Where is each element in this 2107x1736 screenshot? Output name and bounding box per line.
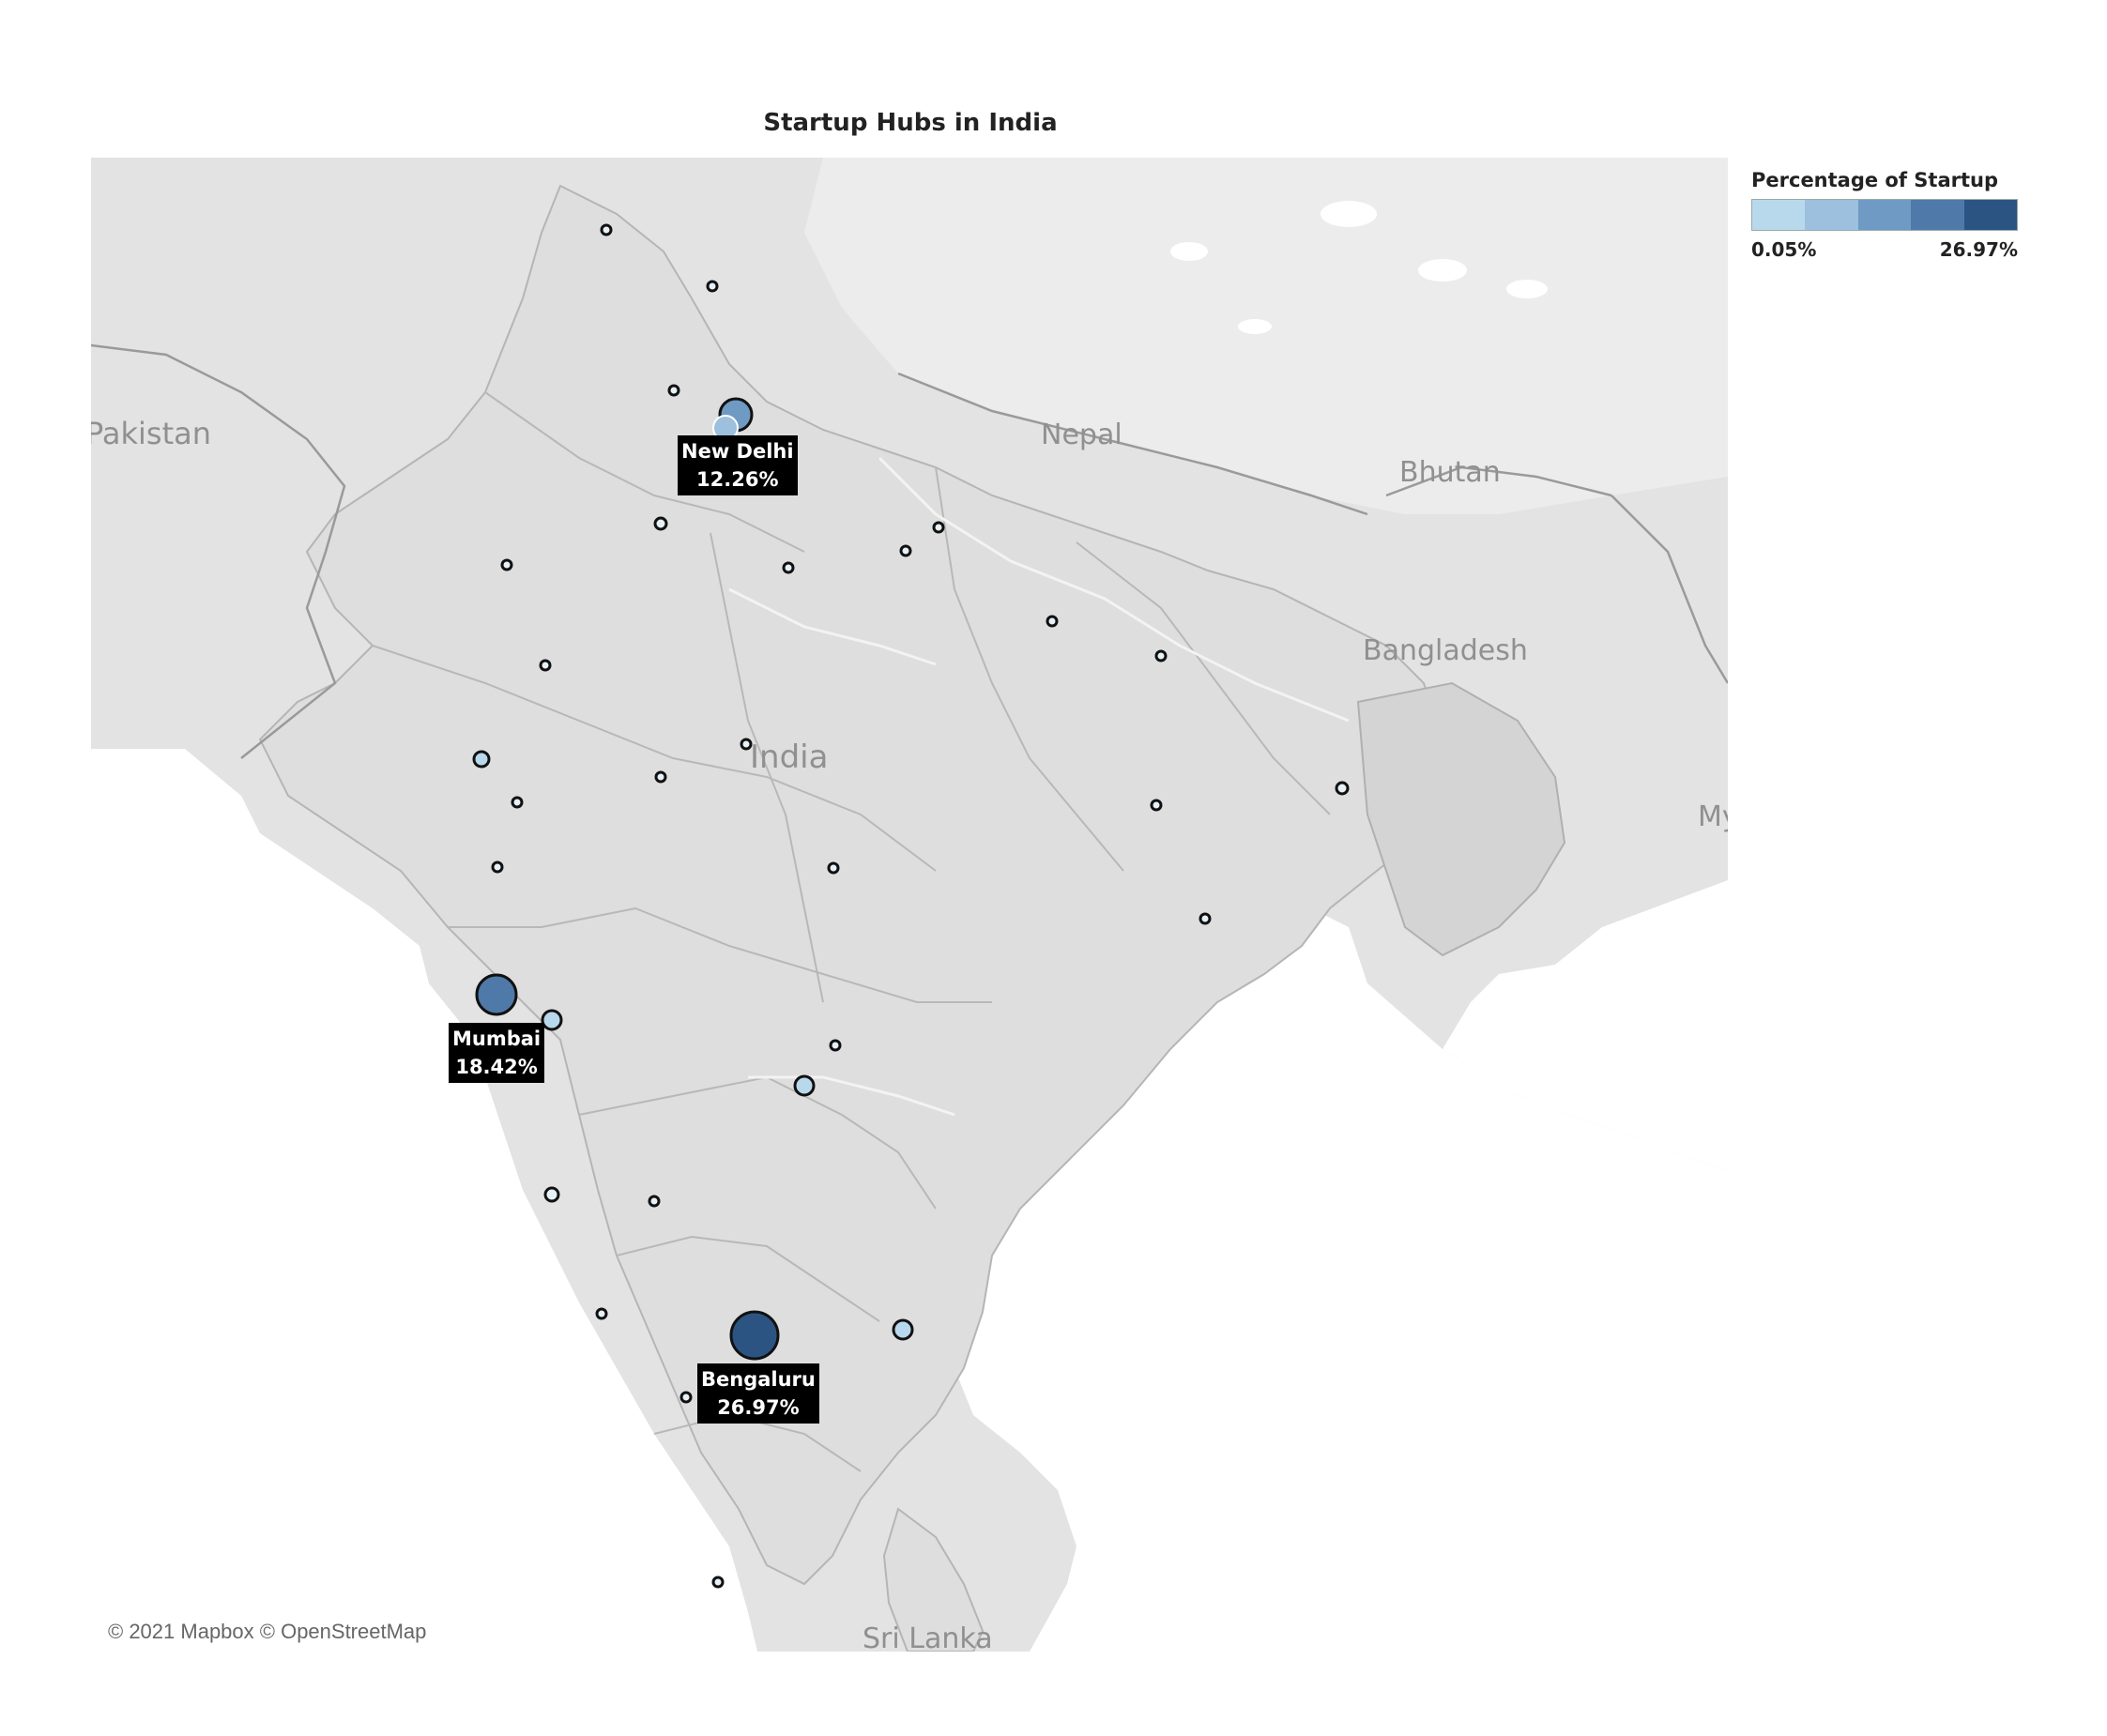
city-marker[interactable] bbox=[1150, 799, 1163, 812]
city-marker[interactable] bbox=[932, 521, 945, 534]
color-legend: Percentage of Startup 0.05% 26.97% bbox=[1751, 169, 2023, 261]
hub-value: 18.42% bbox=[455, 1056, 538, 1078]
chart-title: Startup Hubs in India bbox=[763, 109, 1058, 137]
legend-min-label: 0.05% bbox=[1751, 238, 1817, 261]
legend-swatch bbox=[1752, 200, 1806, 230]
country-borders bbox=[91, 343, 1728, 759]
rivers bbox=[728, 456, 1350, 1117]
city-marker[interactable] bbox=[667, 384, 680, 397]
hub-city: Mumbai bbox=[452, 1028, 542, 1050]
sea-east-2 bbox=[1443, 880, 1728, 1171]
city-markers[interactable] bbox=[491, 223, 1350, 1589]
sri-lanka-landmass bbox=[882, 1507, 985, 1652]
city-marker[interactable] bbox=[740, 738, 753, 751]
city-marker[interactable] bbox=[600, 223, 613, 236]
city-marker[interactable] bbox=[1335, 781, 1350, 796]
country-label-bhutan: Bhutan bbox=[1399, 456, 1501, 489]
city-marker[interactable] bbox=[1046, 615, 1059, 628]
legend-swatch bbox=[1857, 200, 1912, 230]
himalaya-area bbox=[804, 158, 1728, 514]
state-borders bbox=[372, 391, 1331, 1472]
legend-title: Percentage of Startup bbox=[1751, 169, 1999, 191]
legend-swatch bbox=[1963, 200, 2018, 230]
map-canvas[interactable]: Pakistan Nepal Bhutan Bangladesh India S… bbox=[91, 158, 1728, 1652]
city-marker[interactable] bbox=[595, 1307, 608, 1320]
hub-label-new-delhi: New Delhi 12.26% bbox=[678, 435, 798, 495]
city-marker[interactable] bbox=[539, 659, 552, 672]
legend-color-ramp bbox=[1751, 199, 2018, 231]
sea-west bbox=[91, 749, 757, 1652]
country-label-pakistan: Pakistan bbox=[91, 416, 211, 451]
hub-marker-bengaluru[interactable] bbox=[729, 1310, 780, 1361]
city-markers-medium[interactable] bbox=[472, 750, 914, 1341]
map-view[interactable]: Pakistan Nepal Bhutan Bangladesh India S… bbox=[91, 158, 1728, 1652]
city-marker[interactable] bbox=[782, 561, 795, 574]
city-marker[interactable] bbox=[679, 1391, 693, 1404]
country-label-sri-lanka: Sri Lanka bbox=[863, 1622, 993, 1652]
city-marker[interactable] bbox=[648, 1195, 661, 1208]
legend-swatch bbox=[1911, 200, 1964, 230]
city-marker[interactable] bbox=[827, 861, 840, 875]
hub-value: 26.97% bbox=[717, 1396, 800, 1419]
city-marker[interactable] bbox=[899, 544, 912, 557]
hub-value: 12.26% bbox=[696, 468, 779, 491]
country-labels: Pakistan Nepal Bhutan Bangladesh India S… bbox=[91, 416, 1728, 1652]
legend-swatch bbox=[1805, 200, 1858, 230]
city-marker[interactable] bbox=[491, 860, 504, 874]
city-marker[interactable] bbox=[892, 1318, 914, 1341]
city-marker[interactable] bbox=[543, 1186, 560, 1203]
city-marker[interactable] bbox=[711, 1576, 725, 1589]
country-label-myanmar-partial: My bbox=[1698, 800, 1728, 833]
hub-marker-mumbai[interactable] bbox=[475, 973, 518, 1016]
city-marker[interactable] bbox=[829, 1039, 842, 1052]
hub-markers[interactable] bbox=[475, 397, 780, 1361]
city-marker[interactable] bbox=[1199, 912, 1212, 925]
city-marker[interactable] bbox=[793, 1074, 816, 1097]
hub-label-bengaluru: Bengaluru 26.97% bbox=[697, 1363, 819, 1424]
city-marker[interactable] bbox=[472, 750, 491, 769]
city-marker[interactable] bbox=[654, 770, 667, 784]
legend-labels: 0.05% 26.97% bbox=[1751, 238, 2018, 261]
bangladesh-area bbox=[1356, 681, 1566, 957]
country-label-nepal: Nepal bbox=[1041, 419, 1122, 451]
country-label-india: India bbox=[750, 739, 828, 776]
city-marker[interactable] bbox=[541, 1009, 563, 1031]
legend-max-label: 26.97% bbox=[1939, 238, 2018, 261]
hub-city: Bengaluru bbox=[701, 1368, 816, 1391]
city-marker[interactable] bbox=[500, 558, 513, 571]
hub-city: New Delhi bbox=[681, 440, 794, 463]
city-marker[interactable] bbox=[1154, 649, 1168, 662]
map-attribution[interactable]: © 2021 Mapbox © OpenStreetMap bbox=[108, 1620, 427, 1643]
hub-label-mumbai: Mumbai 18.42% bbox=[449, 1023, 545, 1083]
country-label-bangladesh: Bangladesh bbox=[1363, 634, 1528, 667]
city-marker[interactable] bbox=[511, 796, 524, 809]
city-marker[interactable] bbox=[653, 516, 668, 531]
city-marker[interactable] bbox=[706, 280, 719, 293]
snow-patches bbox=[1170, 201, 1548, 334]
